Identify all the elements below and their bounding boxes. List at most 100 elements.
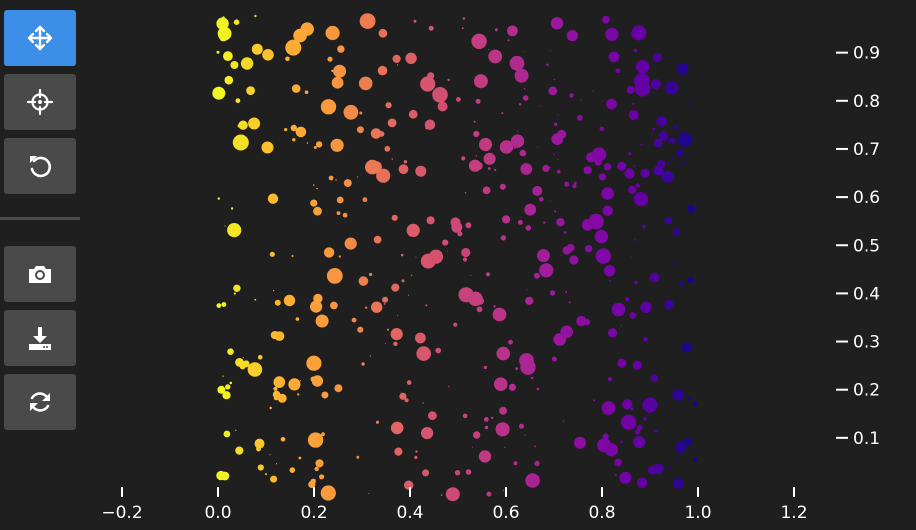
scatter-point [554, 210, 557, 213]
x-tick-label: 0.4 [396, 503, 423, 523]
move-arrows-icon [27, 25, 53, 51]
scatter-point [462, 413, 468, 419]
reset-tool-button[interactable] [4, 138, 76, 194]
scatter-point [222, 391, 231, 400]
scatter-point [688, 396, 691, 400]
scatter-point [513, 461, 518, 466]
scatter-point [293, 28, 307, 43]
undo-icon [30, 156, 52, 178]
scatter-point [598, 173, 607, 181]
scatter-points [212, 13, 698, 502]
scatter-point [319, 474, 325, 480]
scatter-point [644, 143, 646, 145]
scatter-point [563, 231, 567, 234]
scatter-point [217, 197, 220, 200]
scatter-point [687, 204, 696, 213]
scatter-point [604, 265, 616, 277]
x-tick-label: 1.0 [684, 503, 711, 523]
scatter-point [519, 149, 527, 157]
scatter-point [658, 131, 669, 141]
scatter-point [306, 142, 309, 144]
crosshair-tool-button[interactable] [4, 74, 76, 130]
scatter-point [499, 140, 514, 154]
scatter-point [257, 464, 264, 471]
scatter-point [453, 322, 458, 327]
scatter-point [235, 98, 241, 104]
scatter-point [280, 437, 286, 442]
scatter-point [327, 56, 333, 62]
y-axis: 0.1 0.2 0.3 0.4 0.5 0.6 0.7 0.8 0.9 [836, 44, 880, 449]
scatter-point [525, 296, 534, 305]
scatter-point [625, 297, 630, 302]
scatter-point [235, 429, 237, 431]
scatter-point [614, 473, 617, 477]
scatter-point [502, 189, 504, 191]
scatter-point [500, 235, 507, 241]
scatter-point [233, 19, 240, 26]
scatter-point [518, 103, 522, 106]
scatter-point [518, 423, 525, 429]
scatter-point [672, 388, 685, 401]
scatter-point [358, 76, 373, 91]
scatter-point [330, 301, 338, 310]
download-icon [29, 327, 51, 350]
scatter-point [376, 168, 391, 183]
scatter-point [595, 248, 611, 264]
scatter-point [304, 90, 309, 94]
scatter-point [403, 160, 408, 164]
scatter-point [526, 289, 528, 291]
scatter-point [560, 325, 573, 339]
scatter-point [539, 105, 541, 107]
scatter-point [611, 302, 626, 317]
scatter-point [457, 231, 463, 237]
screenshot-tool-button[interactable] [4, 246, 76, 302]
scatter-point [290, 124, 297, 132]
scatter-point [592, 147, 607, 162]
scatter-point [652, 127, 656, 131]
download-tool-button[interactable] [4, 310, 76, 366]
scatter-point [325, 25, 340, 41]
scatter-point [292, 138, 296, 142]
scatter-point [543, 221, 546, 224]
scatter-point [635, 183, 640, 188]
scatter-point [532, 185, 543, 196]
scatter-point [440, 494, 443, 496]
scatter-point [615, 68, 621, 74]
scatter-point [406, 223, 420, 237]
scatter-point [485, 272, 491, 277]
scatter-point [242, 357, 244, 359]
scatter-point [671, 157, 674, 160]
scatter-point [668, 465, 671, 469]
scatter-point [572, 184, 577, 189]
scatter-point [557, 114, 559, 116]
scatter-point [227, 348, 234, 356]
refresh-tool-button[interactable] [4, 374, 76, 430]
scatter-point [608, 51, 620, 63]
x-tick-label: 0.0 [204, 503, 231, 523]
scatter-point [314, 466, 319, 472]
scatter-point [416, 346, 432, 361]
scatter-point [476, 306, 483, 313]
scatter-point [387, 118, 397, 128]
scatter-point [468, 159, 482, 172]
scatter-point [316, 187, 318, 190]
pan-tool-button[interactable] [4, 10, 76, 66]
scatter-point [580, 99, 582, 101]
scatter-point [216, 303, 222, 308]
scatter-point [425, 304, 428, 307]
scatter-point [681, 342, 692, 353]
scatter-point [338, 255, 341, 258]
scatter-point [514, 68, 529, 83]
scatter-point [391, 158, 393, 160]
scatter-point [344, 237, 357, 250]
scatter-point [356, 455, 360, 459]
scatter-point [291, 255, 294, 257]
scatter-point [357, 176, 359, 178]
scatter-point [275, 463, 278, 465]
scatter-point [668, 137, 675, 145]
scatter-point [426, 216, 435, 225]
scatter-point [504, 446, 506, 448]
scatter-point [640, 168, 650, 178]
scatter-point [602, 100, 604, 102]
